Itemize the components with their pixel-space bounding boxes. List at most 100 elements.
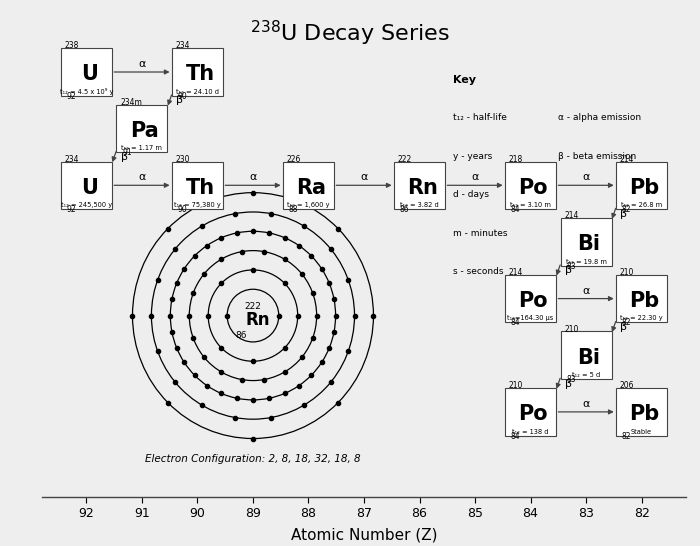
Text: 82: 82 — [622, 318, 631, 328]
Text: 91: 91 — [122, 149, 132, 157]
Text: s - seconds: s - seconds — [453, 268, 503, 276]
Text: 83: 83 — [566, 262, 576, 271]
Text: 218: 218 — [509, 155, 523, 164]
Text: t₁₂ = 5 d: t₁₂ = 5 d — [572, 372, 600, 378]
Text: α: α — [249, 173, 257, 182]
Text: α: α — [582, 173, 590, 182]
Text: 210: 210 — [564, 325, 579, 334]
Text: α: α — [360, 173, 368, 182]
Text: β: β — [176, 96, 183, 105]
FancyBboxPatch shape — [172, 162, 223, 209]
FancyBboxPatch shape — [616, 275, 667, 322]
Text: β: β — [565, 265, 572, 275]
Text: α: α — [138, 173, 146, 182]
FancyBboxPatch shape — [616, 388, 667, 436]
Text: U: U — [80, 177, 97, 198]
Text: α: α — [582, 286, 590, 296]
Text: Key: Key — [453, 75, 476, 85]
Text: 214: 214 — [620, 155, 634, 164]
Text: U: U — [80, 64, 97, 84]
Text: t₁₂ - half-life: t₁₂ - half-life — [453, 114, 507, 122]
Text: Pb: Pb — [629, 177, 659, 198]
Text: β: β — [620, 209, 627, 218]
Text: α - alpha emission: α - alpha emission — [559, 114, 641, 122]
Text: 90: 90 — [178, 205, 188, 214]
Text: Th: Th — [186, 64, 215, 84]
Text: t₁₂ = 138 d: t₁₂ = 138 d — [512, 429, 549, 435]
Text: β - beta emission: β - beta emission — [559, 152, 636, 161]
X-axis label: Atomic Number (Z): Atomic Number (Z) — [290, 527, 438, 542]
FancyBboxPatch shape — [283, 162, 334, 209]
Text: t₁₂ = 75,380 y: t₁₂ = 75,380 y — [174, 202, 220, 208]
FancyBboxPatch shape — [505, 275, 556, 322]
Text: 86: 86 — [400, 205, 410, 214]
FancyBboxPatch shape — [172, 48, 223, 96]
Text: 226: 226 — [287, 155, 301, 164]
Text: 230: 230 — [176, 155, 190, 164]
Text: 222: 222 — [244, 302, 261, 311]
FancyBboxPatch shape — [616, 162, 667, 209]
Text: 222: 222 — [398, 155, 412, 164]
Text: t₁₂=164.30 μs: t₁₂=164.30 μs — [508, 315, 554, 321]
Text: 234: 234 — [65, 155, 79, 164]
Text: 90: 90 — [178, 92, 188, 101]
Text: Rn: Rn — [407, 177, 438, 198]
Text: 86: 86 — [235, 331, 246, 340]
Text: α: α — [471, 173, 479, 182]
Text: Pa: Pa — [130, 121, 159, 141]
FancyBboxPatch shape — [116, 105, 167, 152]
Text: t₁₂ = 1,600 y: t₁₂ = 1,600 y — [287, 202, 330, 208]
Text: Po: Po — [519, 291, 548, 311]
Text: 210: 210 — [509, 381, 524, 390]
Text: 88: 88 — [288, 205, 298, 214]
FancyBboxPatch shape — [561, 331, 612, 379]
Text: α: α — [138, 59, 146, 69]
Text: 206: 206 — [620, 381, 634, 390]
Text: 92: 92 — [66, 205, 76, 214]
Text: 92: 92 — [66, 92, 76, 101]
Text: Bi: Bi — [578, 234, 601, 254]
Text: 238: 238 — [65, 41, 79, 50]
Text: d - days: d - days — [453, 191, 489, 199]
Text: Po: Po — [519, 404, 548, 424]
FancyBboxPatch shape — [61, 48, 112, 96]
Text: Electron Configuration: 2, 8, 18, 32, 18, 8: Electron Configuration: 2, 8, 18, 32, 18… — [145, 454, 360, 465]
Text: Bi: Bi — [578, 347, 601, 367]
FancyBboxPatch shape — [394, 162, 445, 209]
Text: y - years: y - years — [453, 152, 492, 161]
Text: t₁₂ = 3.10 m: t₁₂ = 3.10 m — [510, 202, 551, 208]
Text: m - minutes: m - minutes — [453, 229, 508, 238]
Text: Stable: Stable — [631, 429, 652, 435]
Text: $^{238}$U Decay Series: $^{238}$U Decay Series — [250, 19, 450, 48]
Text: 214: 214 — [509, 268, 524, 277]
Text: t₁₂ = 24.10 d: t₁₂ = 24.10 d — [176, 88, 219, 94]
Text: Po: Po — [519, 177, 548, 198]
Text: Th: Th — [186, 177, 215, 198]
Text: 234m: 234m — [120, 98, 142, 107]
Text: Pb: Pb — [629, 291, 659, 311]
FancyBboxPatch shape — [561, 218, 612, 266]
Text: t₁₂ = 245,500 y: t₁₂ = 245,500 y — [61, 202, 112, 208]
Text: t₁₂ = 19.8 m: t₁₂ = 19.8 m — [566, 259, 606, 265]
Text: 83: 83 — [566, 375, 576, 384]
Text: 84: 84 — [511, 205, 520, 214]
Text: 82: 82 — [622, 432, 631, 441]
Text: α: α — [582, 399, 590, 409]
Text: Pb: Pb — [629, 404, 659, 424]
FancyBboxPatch shape — [505, 162, 556, 209]
Text: Rn: Rn — [245, 311, 270, 329]
Text: 84: 84 — [511, 318, 520, 328]
FancyBboxPatch shape — [505, 388, 556, 436]
Text: t₁₂ = 3.82 d: t₁₂ = 3.82 d — [400, 202, 439, 208]
Text: 234: 234 — [176, 41, 190, 50]
Text: t₁₂ = 26.8 m: t₁₂ = 26.8 m — [621, 202, 662, 208]
Text: β: β — [620, 322, 627, 332]
Text: 214: 214 — [564, 211, 579, 221]
Text: 82: 82 — [622, 205, 631, 214]
Text: 84: 84 — [511, 432, 520, 441]
Text: 210: 210 — [620, 268, 634, 277]
Text: β: β — [565, 378, 572, 389]
Text: Ra: Ra — [296, 177, 326, 198]
Text: t₁₂ = 1.17 m: t₁₂ = 1.17 m — [122, 145, 162, 151]
Text: β: β — [120, 152, 127, 162]
